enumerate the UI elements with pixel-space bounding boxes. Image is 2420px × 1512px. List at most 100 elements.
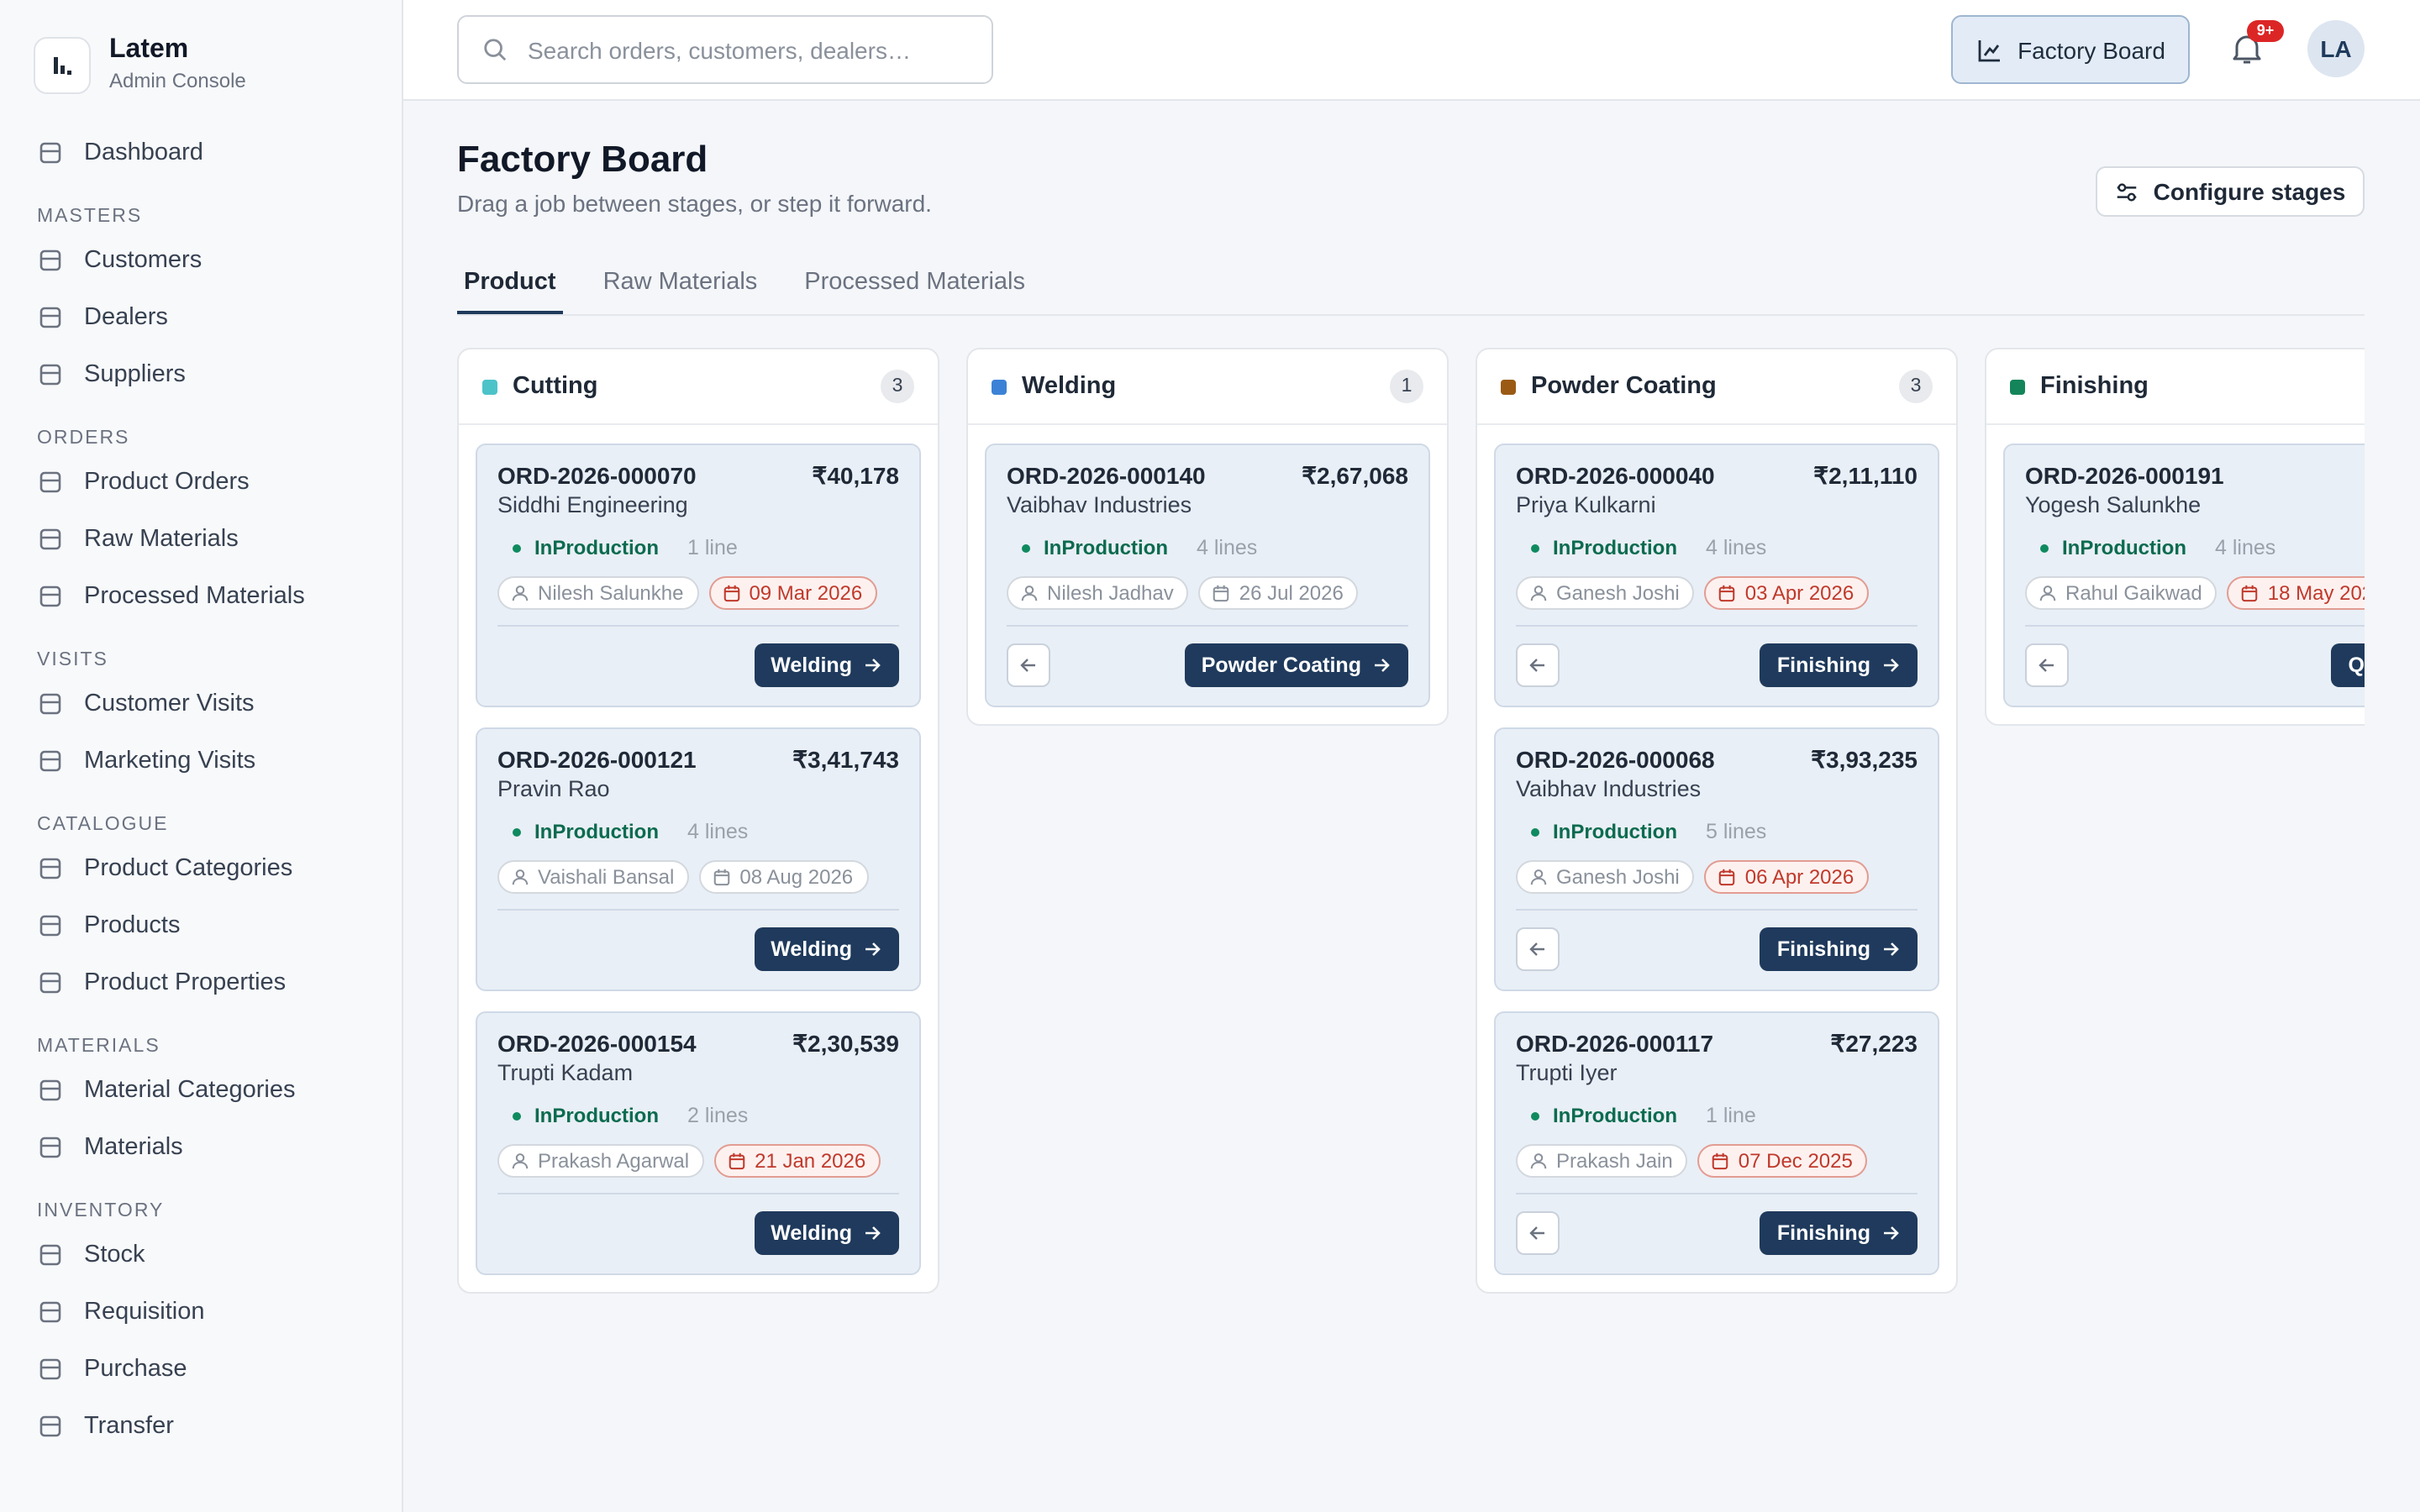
- back-button[interactable]: [1007, 643, 1050, 687]
- nav-item[interactable]: Purchase: [0, 1341, 402, 1398]
- nav-item[interactable]: Marketing Visits: [0, 732, 402, 790]
- person-icon: [1530, 585, 1547, 601]
- nav-item[interactable]: Processed Materials: [0, 568, 402, 625]
- calendar-icon: [1719, 869, 1736, 886]
- nav-item[interactable]: Transfer: [0, 1398, 402, 1455]
- divider: [497, 625, 899, 627]
- nav-label: Material Categories: [84, 1077, 296, 1104]
- nav-item[interactable]: Raw Materials: [0, 511, 402, 568]
- nav-item[interactable]: Requisition: [0, 1284, 402, 1341]
- nav-item[interactable]: Material Categories: [0, 1062, 402, 1119]
- nav-item[interactable]: Dashboard: [0, 124, 402, 181]
- nav-item[interactable]: Customer Visits: [0, 675, 402, 732]
- assignee-chip: Prakash Agarwal: [497, 1144, 705, 1178]
- arrow-right: [1375, 659, 1390, 672]
- divider: [497, 1193, 899, 1194]
- back-button[interactable]: [1516, 927, 1560, 971]
- next-stage-button[interactable]: Welding: [754, 643, 899, 687]
- nav-item[interactable]: Stock: [0, 1226, 402, 1284]
- customer-name: Vaibhav Industries: [1516, 776, 1702, 801]
- assignee-chip: Nilesh Jadhav: [1007, 576, 1189, 610]
- nav-item[interactable]: Product Properties: [0, 954, 402, 1011]
- search-placeholder: Search orders, customers, dealers…: [528, 36, 911, 63]
- card-actions: Welding: [497, 643, 899, 687]
- order-card[interactable]: ORD-2026-000040 ₹2,11,110 Priya Kulkarni In…: [1494, 444, 1939, 707]
- nav-label: Dashboard: [84, 139, 203, 166]
- customer-name: Yogesh Salunkhe: [2025, 492, 2202, 517]
- next-stage: Powder Coating: [1201, 654, 1361, 677]
- stage-column: Powder Coating 3 ORD-2026-000040 ₹2,11,110 P…: [1476, 348, 1958, 1294]
- line-count: 4 lines: [1706, 536, 1767, 559]
- status: InProduction: [1553, 820, 1677, 843]
- nav-icon: [39, 693, 61, 715]
- back-button[interactable]: [2025, 643, 2069, 687]
- chips: Vaishali Bansal 08 Aug 2026: [497, 860, 899, 894]
- next-stage-button[interactable]: Welding: [754, 927, 899, 971]
- order-card[interactable]: ORD-2026-000117 ₹27,223 Trupti Iyer InProdu…: [1494, 1011, 1939, 1275]
- card-actions: Welding: [497, 927, 899, 971]
- nav-icon: [39, 1358, 61, 1380]
- tab[interactable]: Product: [457, 262, 563, 314]
- nav-label: Materials: [84, 1134, 183, 1161]
- assignee-chip: Vaishali Bansal: [497, 860, 690, 894]
- due-date: 21 Jan 2026: [755, 1149, 866, 1173]
- stage-header: Cutting 3: [459, 349, 938, 425]
- divider: [1007, 625, 1408, 627]
- card-header: ORD-2026-000154 ₹2,30,539: [497, 1030, 899, 1060]
- nav-item[interactable]: Customers: [0, 232, 402, 289]
- factory-board-button[interactable]: Factory Board: [1951, 15, 2190, 84]
- nav-label: Transfer: [84, 1413, 174, 1440]
- status-dot: [1022, 543, 1030, 552]
- next-stage-button[interactable]: Finishing: [1760, 927, 1918, 971]
- order-card[interactable]: ORD-2026-000070 ₹40,178 Siddhi Engineering…: [476, 444, 921, 707]
- tab[interactable]: Processed Materials: [804, 269, 1025, 296]
- order-card[interactable]: ORD-2026-000140 ₹2,67,068 Vaibhav Industri…: [985, 444, 1430, 707]
- back-button[interactable]: [1516, 643, 1560, 687]
- order-id: ORD-2026-000191: [2025, 462, 2224, 489]
- order-card[interactable]: ORD-2026-000068 ₹3,93,235 Vaibhav Industri…: [1494, 727, 1939, 991]
- assignee: Prakash Jain: [1556, 1149, 1673, 1173]
- line-count: 2 lines: [687, 1104, 749, 1127]
- nav-item[interactable]: Dealers: [0, 289, 402, 346]
- order-card[interactable]: ORD-2026-000191₹1,70Yogesh Salunkhe InPro…: [2003, 444, 2365, 707]
- next-stage-button[interactable]: Finishing: [1760, 643, 1918, 687]
- person-icon: [512, 585, 529, 601]
- nav-section-title: CATALOGUE: [37, 815, 169, 835]
- order-card[interactable]: ORD-2026-000121 ₹3,41,743 Pravin Rao InProd…: [476, 727, 921, 991]
- nav-section-title: INVENTORY: [37, 1201, 165, 1221]
- nav-section-title: VISITS: [37, 650, 108, 670]
- board: Cutting 3 ORD-2026-000070 ₹40,178 Siddhi Eng…: [457, 348, 2365, 1490]
- nav-item[interactable]: Product Categories: [0, 840, 402, 897]
- next-stage-button[interactable]: Finishing: [1760, 1211, 1918, 1255]
- assignee: Nilesh Salunkhe: [538, 581, 684, 605]
- status: InProduction: [2062, 536, 2186, 559]
- status-row: InProduction 2 lines: [497, 1100, 899, 1131]
- date-chip: 18 May 2026: [2227, 576, 2365, 610]
- back-button[interactable]: [1516, 1211, 1560, 1255]
- next-stage-button[interactable]: Welding: [754, 1211, 899, 1255]
- nav-item[interactable]: Suppliers: [0, 346, 402, 403]
- status-row: InProduction 4 lines: [1516, 533, 1918, 563]
- next-stage-button[interactable]: QC: [2331, 643, 2365, 687]
- nav-icon: [39, 972, 61, 994]
- nav-item[interactable]: Materials: [0, 1119, 402, 1176]
- avatar[interactable]: LA: [2307, 20, 2365, 77]
- page-subtitle: Drag a job between stages, or step it fo…: [457, 190, 932, 217]
- order-amount: ₹3,41,743: [792, 746, 899, 773]
- brand-subtitle: Admin Console: [109, 69, 246, 92]
- stage-name: Cutting: [513, 373, 598, 400]
- order-card[interactable]: ORD-2026-000154 ₹2,30,539 Trupti Kadam InPr…: [476, 1011, 921, 1275]
- nav-item[interactable]: Products: [0, 897, 402, 954]
- date-chip: 07 Dec 2025: [1697, 1144, 1868, 1178]
- next-stage-button[interactable]: Powder Coating: [1184, 643, 1408, 687]
- tab[interactable]: Raw Materials: [602, 269, 758, 296]
- nav-label: Product Orders: [84, 469, 250, 496]
- nav-item[interactable]: Product Orders: [0, 454, 402, 511]
- search-input[interactable]: Search orders, customers, dealers…: [457, 15, 993, 84]
- nav-label: Stock: [84, 1242, 145, 1268]
- due-date: 09 Mar 2026: [749, 581, 863, 605]
- calendar-icon: [1719, 585, 1736, 602]
- chips: Nilesh Salunkhe 09 Mar 2026: [497, 576, 899, 610]
- configure-stages-button[interactable]: Configure stages: [2096, 166, 2365, 217]
